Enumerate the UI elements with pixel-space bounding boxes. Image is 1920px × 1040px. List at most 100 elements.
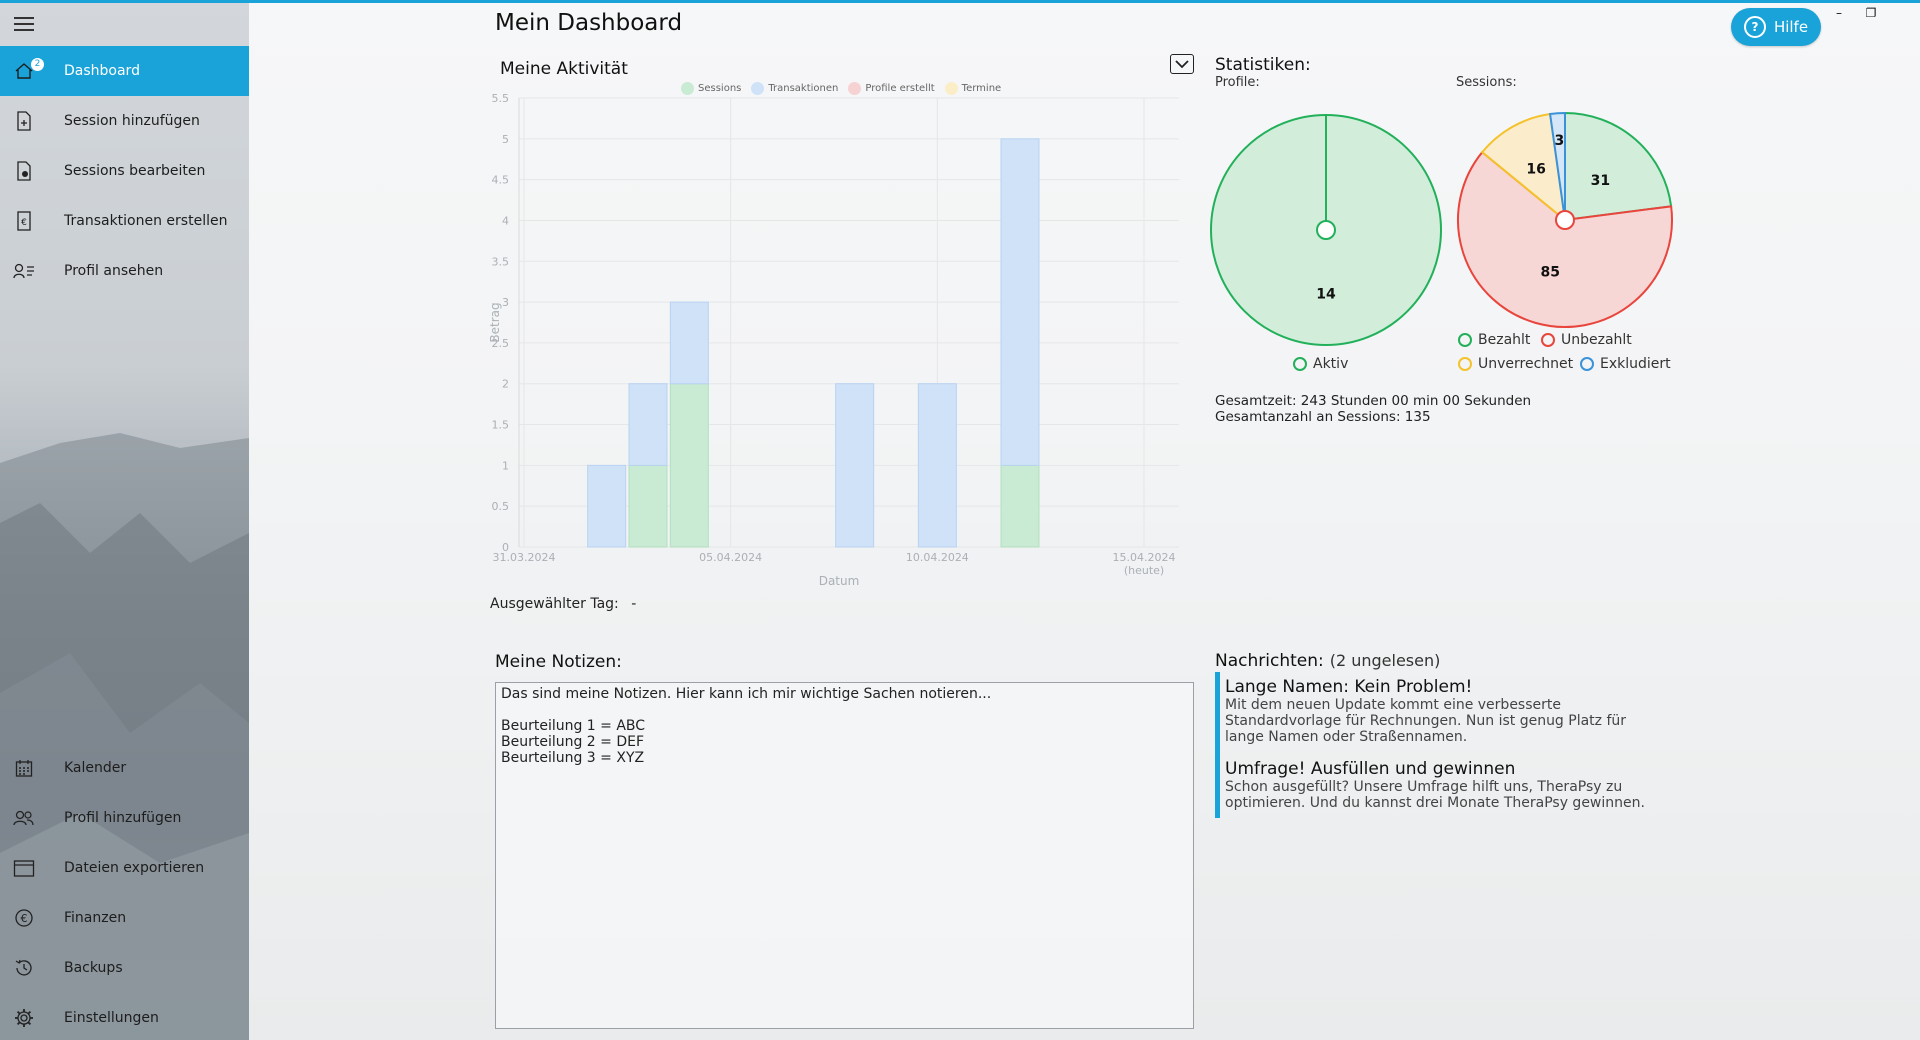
profiles-pie-chart[interactable]: 14: [1208, 112, 1444, 348]
sidebar-item-finanzen[interactable]: € Finanzen: [0, 893, 249, 943]
legend-swatch-profile-erstellt: [848, 82, 862, 95]
pie-center-dot: [1555, 210, 1575, 230]
selected-day-label: Ausgewählter Tag:: [490, 596, 619, 612]
bar-transaktionen: [628, 383, 668, 466]
bar-transaktionen: [1000, 138, 1040, 466]
calendar-icon: [12, 756, 36, 780]
x-tick-label: 15.04.2024: [1113, 551, 1176, 564]
sidebar-item-transaktionen-erstellen[interactable]: € Transaktionen erstellen: [0, 196, 249, 246]
legend-label: Termine: [961, 83, 1002, 94]
sidebar-item-profil-ansehen[interactable]: Profil ansehen: [0, 246, 249, 296]
legend-swatch-transaktionen: [751, 82, 765, 95]
pie-value-label: 14: [1316, 286, 1336, 302]
y-tick-label: 4.5: [492, 174, 510, 187]
sidebar-item-kalender[interactable]: Kalender: [0, 743, 249, 793]
statistics-title: Statistiken:: [1215, 55, 1311, 75]
message-item[interactable]: Lange Namen: Kein Problem! Mit dem neuen…: [1225, 677, 1665, 745]
notes-title: Meine Notizen:: [495, 652, 622, 672]
message-item[interactable]: Umfrage! Ausfüllen und gewinnen Schon au…: [1225, 759, 1665, 811]
bar-transaktionen: [917, 383, 957, 548]
legend-label: Unverrechnet: [1478, 356, 1574, 372]
legend-item-profile-erstellt[interactable]: Profile erstellt: [848, 82, 935, 95]
message-title: Umfrage! Ausfüllen und gewinnen: [1225, 759, 1516, 779]
legend-ring-aktiv: [1293, 357, 1307, 371]
sidebar-item-dateien-exportieren[interactable]: Dateien exportieren: [0, 843, 249, 893]
legend-item-unbezahlt[interactable]: Unbezahlt: [1541, 332, 1632, 348]
legend-ring-bezahlt: [1458, 333, 1472, 347]
sidebar-item-dashboard[interactable]: 2 Dashboard: [0, 46, 249, 96]
svg-text:€: €: [21, 912, 28, 925]
legend-swatch-termine: [944, 82, 958, 95]
legend-item-unverrechnet[interactable]: Unverrechnet: [1458, 356, 1573, 372]
bar-sessions: [628, 464, 668, 548]
sessions-pie-chart[interactable]: 31 85 16 3: [1455, 110, 1675, 330]
restore-button[interactable]: ❐: [1865, 6, 1877, 20]
message-body: Mit dem neuen Update kommt eine verbesse…: [1225, 697, 1627, 745]
sessions-label: Sessions:: [1456, 75, 1517, 90]
sidebar-item-sessions-bearbeiten[interactable]: Sessions bearbeiten: [0, 146, 249, 196]
question-circle-icon: ?: [1743, 16, 1766, 38]
unread-count: (2 ungelesen): [1329, 651, 1441, 670]
bar-sessions: [1000, 464, 1040, 548]
activity-title: Meine Aktivität: [500, 59, 628, 79]
message-body: Schon ausgefüllt? Unsere Umfrage hilft u…: [1225, 779, 1645, 811]
sidebar-item-backups[interactable]: Backups: [0, 943, 249, 993]
messages-title: Nachrichten: (2 ungelesen): [1215, 651, 1440, 671]
svg-text:€: €: [21, 218, 27, 228]
chart-legend: Sessions Transaktionen Profile erstellt …: [681, 82, 1001, 95]
legend-item-aktiv[interactable]: Aktiv: [1293, 356, 1348, 372]
profile-list-icon: [12, 259, 36, 283]
export-box-icon: [12, 856, 36, 880]
legend-item-sessions[interactable]: Sessions: [681, 82, 741, 95]
y-tick-label: 1: [502, 459, 509, 472]
legend-item-exkludiert[interactable]: Exkludiert: [1580, 356, 1671, 372]
x-tick-label: (heute): [1124, 564, 1164, 577]
legend-item-transaktionen[interactable]: Transaktionen: [751, 82, 838, 95]
sidebar-item-einstellungen[interactable]: Einstellungen: [0, 993, 249, 1040]
messages-accent-bar: [1215, 672, 1220, 818]
selected-day-value: -: [631, 596, 637, 612]
legend-label: Profile erstellt: [865, 83, 935, 94]
minimize-button[interactable]: –: [1836, 6, 1842, 20]
menu-toggle-button[interactable]: [14, 17, 34, 33]
sidebar: 2 Dashboard Session hinzufügen Sessions bea…: [0, 3, 249, 1040]
legend-swatch-sessions: [681, 82, 694, 95]
y-tick-label: 2.5: [492, 337, 510, 350]
pie-slice-unverrechnet[interactable]: [1480, 112, 1567, 223]
selected-day: Ausgewählter Tag: -: [490, 596, 636, 612]
x-tick-label: 05.04.2024: [699, 551, 762, 564]
notification-badge: 2: [30, 57, 45, 72]
chevron-down-icon[interactable]: [1170, 54, 1194, 74]
total-sessions: Gesamtanzahl an Sessions: 135: [1215, 409, 1431, 425]
mountain-background: [0, 433, 249, 1040]
pie-slice-unbezahlt[interactable]: [1457, 150, 1673, 328]
sidebar-item-label: Session hinzufügen: [64, 113, 200, 129]
pie-value-label: 3: [1555, 133, 1565, 149]
sidebar-item-label: Profil ansehen: [64, 263, 164, 279]
y-tick-label: 1.5: [492, 419, 510, 432]
sidebar-item-session-hinzufügen[interactable]: Session hinzufügen: [0, 96, 249, 146]
y-tick-label: 2: [502, 378, 509, 391]
pie-slice-bezahlt[interactable]: [1564, 111, 1673, 222]
help-button[interactable]: ? Hilfe: [1731, 8, 1821, 46]
gear-icon: [12, 1006, 36, 1030]
pie-center-dot: [1316, 220, 1336, 240]
bar-transaktionen: [669, 301, 709, 385]
notes-textarea[interactable]: Das sind meine Notizen. Hier kann ich mi…: [495, 682, 1194, 1029]
activity-chart[interactable]: 0 0.5 1 1.5 2 2.5 3 3.5 4 4.5 5 5.5 31.03.2024 05.04.…: [485, 88, 1210, 600]
sidebar-item-profil-hinzufügen[interactable]: Profil hinzufügen: [0, 793, 249, 843]
bar-transaktionen: [835, 383, 875, 548]
sidebar-item-label: Transaktionen erstellen: [64, 213, 228, 229]
messages-title-label: Nachrichten:: [1215, 651, 1324, 671]
euro-circle-icon: €: [12, 906, 36, 930]
document-add-icon: [12, 109, 36, 133]
bar-sessions: [669, 383, 709, 548]
legend-label: Unbezahlt: [1561, 332, 1632, 348]
pie-value-label: 85: [1541, 264, 1560, 280]
legend-label: Aktiv: [1313, 356, 1349, 372]
page-title: Mein Dashboard: [495, 10, 683, 36]
pie-slice-exkludiert[interactable]: [1548, 111, 1566, 221]
legend-item-bezahlt[interactable]: Bezahlt: [1458, 332, 1530, 348]
legend-item-termine[interactable]: Termine: [944, 82, 1002, 95]
legend-label: Bezahlt: [1478, 332, 1531, 348]
